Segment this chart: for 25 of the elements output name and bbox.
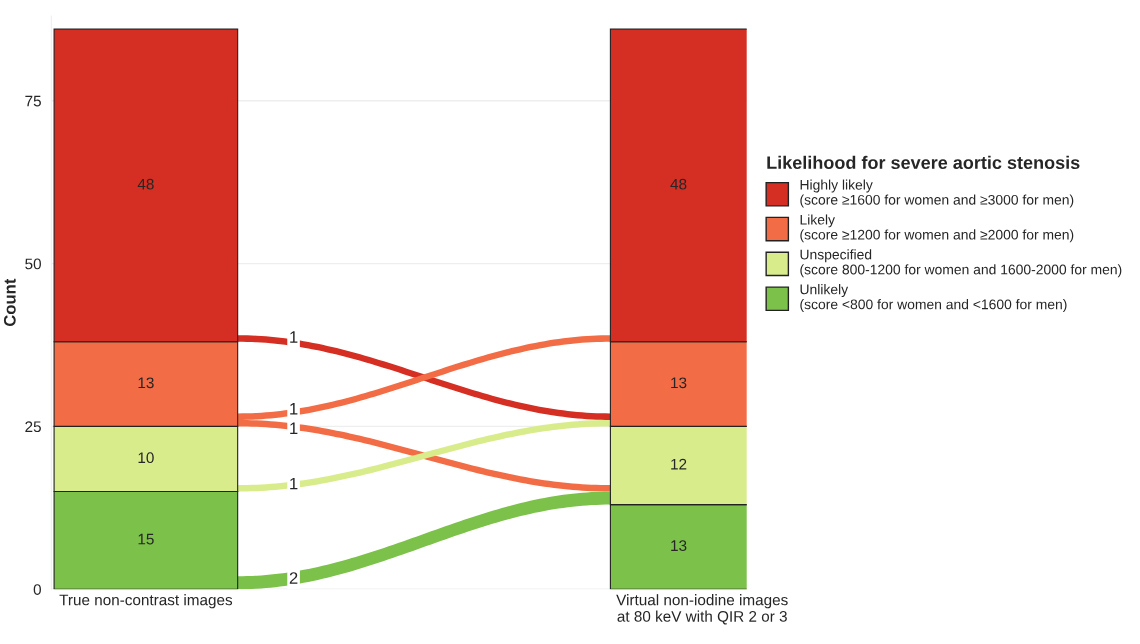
legend-label: Unspecified (score 800-1200 for women and 1600-2000 for men) <box>800 249 1122 278</box>
x-tick-label: True non-contrast images <box>59 594 233 609</box>
y-tick-label: 75 <box>25 95 41 107</box>
legend-label: Likely (score ≥1200 for women and ≥2000 for men) <box>800 214 1074 243</box>
legend-label: Unlikely (score <800 for women and <1600 for men) <box>800 284 1067 313</box>
data-label: 13 <box>138 377 154 389</box>
y-tick-label: 50 <box>25 258 41 270</box>
data-label: 13 <box>671 377 687 389</box>
annotation: 2 <box>289 572 298 584</box>
annotation: 1 <box>290 402 298 415</box>
data-label: 48 <box>137 178 154 190</box>
data-label: 10 <box>138 452 154 464</box>
y-tick-label: 25 <box>25 421 41 433</box>
data-label: 48 <box>670 178 687 190</box>
y-axis-title: Count <box>3 278 16 327</box>
data-label: 12 <box>671 458 687 470</box>
legend-label: Highly likely (score ≥1600 for women and ≥3000 for men) <box>800 179 1074 208</box>
legend-title: Likelihood for severe aortic stenosis <box>767 155 1080 170</box>
annotation: 1 <box>290 331 298 343</box>
annotation: 1 <box>290 422 298 434</box>
y-tick-label: 0 <box>33 584 41 595</box>
data-label: 13 <box>671 540 687 552</box>
annotation: 1 <box>290 477 298 490</box>
data-label: 15 <box>138 533 154 545</box>
x-tick-label: Virtual non-iodine images at 80 keV with QIR 2 or 3 <box>616 594 788 625</box>
